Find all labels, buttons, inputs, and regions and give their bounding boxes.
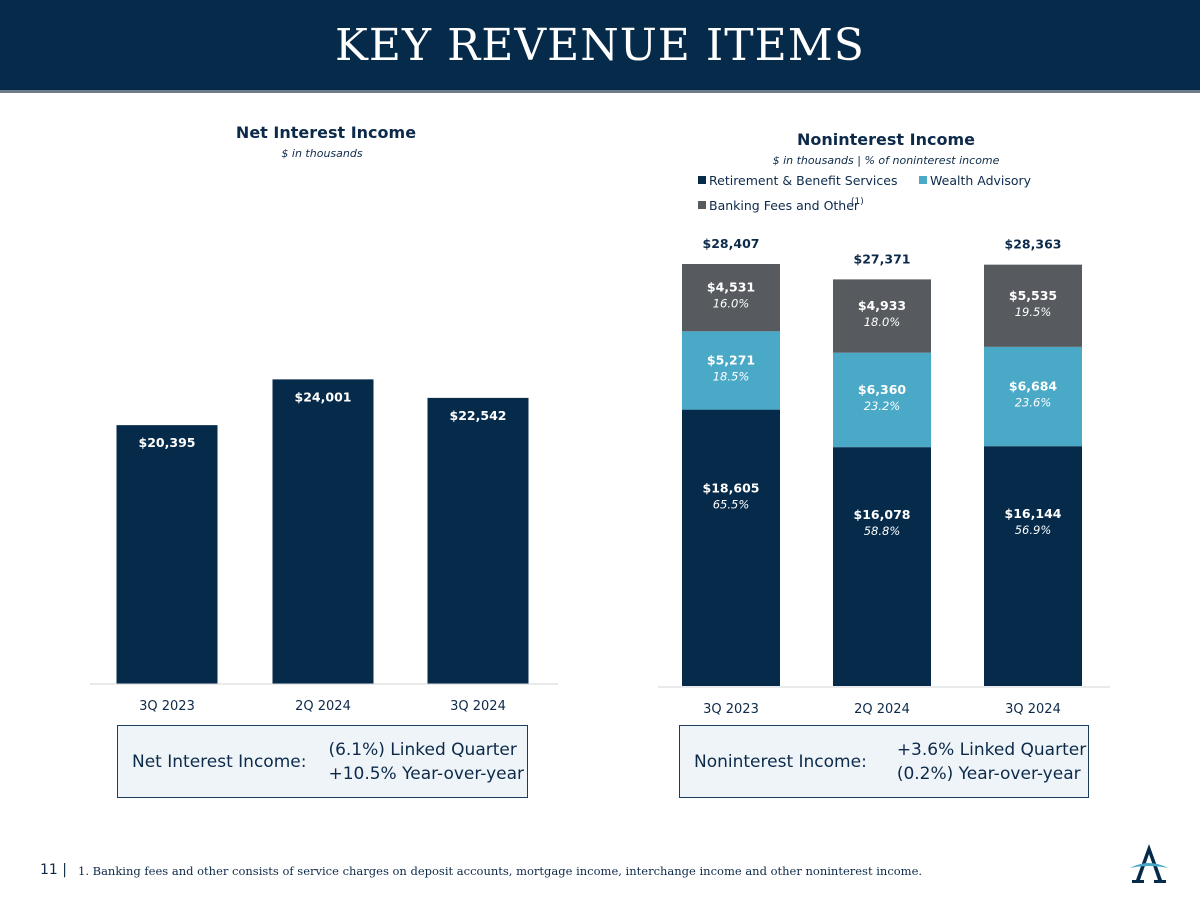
nii-summary-box: Net Interest Income: (6.1%) Linked Quart… [117, 725, 528, 798]
nii-bar-value-label: $24,001 [295, 389, 352, 404]
nonii-segment-value-label: $4,933 [858, 298, 906, 313]
nonii-summary-box: Noninterest Income: +3.6% Linked Quarter… [679, 725, 1089, 798]
nii-bar-value-label: $22,542 [450, 408, 507, 423]
nii-chart-title: Net Interest Income [236, 123, 416, 142]
nonii-chart-title: Noninterest Income [797, 130, 975, 149]
nonii-bar-segment [984, 264, 1082, 347]
net-interest-income-chart: Net Interest Income $ in thousands $20,395… [80, 110, 600, 720]
nonii-year-over-year: (0.2%) Year-over-year [896, 763, 1081, 784]
nonii-segment-pct-label: 65.5% [713, 498, 750, 512]
nii-linked-quarter: (6.1%) Linked Quarter [328, 739, 517, 760]
nonii-segment-pct-label: 18.5% [713, 369, 750, 383]
nonii-segment-value-label: $5,535 [1009, 288, 1057, 303]
nii-bar-value-label: $20,395 [139, 435, 196, 450]
nonii-segment-pct-label: 18.0% [864, 315, 901, 329]
nonii-chart-subtitle: $ in thousands | % of noninterest income [773, 154, 1000, 167]
nonii-x-tick-label: 3Q 2023 [703, 702, 759, 717]
nii-bar [272, 379, 374, 684]
nonii-bar-segment [833, 279, 931, 353]
nonii-segment-value-label: $4,531 [707, 280, 755, 295]
legend-swatch [698, 201, 706, 209]
nii-bar [427, 397, 529, 684]
nonii-total-label: $27,371 [854, 251, 911, 266]
nonii-segment-value-label: $6,360 [858, 382, 907, 397]
noninterest-income-chart-svg: Noninterest Income $ in thousands | % of … [658, 130, 1110, 717]
nii-x-tick-label: 3Q 2024 [450, 699, 506, 714]
nonii-linked-quarter: +3.6% Linked Quarter [896, 739, 1087, 760]
noninterest-income-chart: Noninterest Income $ in thousands | % of … [640, 115, 1130, 725]
nii-bar [116, 425, 218, 684]
header-divider [0, 90, 1200, 93]
legend-swatch [698, 176, 706, 184]
nonii-x-tick-label: 2Q 2024 [854, 702, 910, 717]
nonii-total-label: $28,363 [1005, 237, 1062, 252]
nonii-bar-segment [984, 346, 1082, 447]
nii-summary-values: (6.1%) Linked Quarter +10.5% Year-over-y… [328, 738, 524, 786]
nii-year-over-year: +10.5% Year-over-year [328, 763, 525, 784]
nonii-bar-segment [984, 446, 1082, 686]
nonii-total-label: $28,407 [703, 236, 760, 251]
slide-header: KEY REVENUE ITEMS [0, 0, 1200, 90]
page-number: 11 | [40, 862, 67, 878]
nonii-bar-segment [682, 331, 780, 410]
nonii-segment-pct-label: 19.5% [1015, 305, 1052, 319]
nonii-x-tick-label: 3Q 2024 [1005, 702, 1061, 717]
nonii-segment-pct-label: 23.6% [1015, 396, 1052, 410]
nonii-bar-segment [833, 352, 931, 448]
nonii-summary-label: Noninterest Income: [694, 751, 867, 772]
legend-footnote-marker: (1) [851, 197, 864, 207]
nonii-bar-segment [833, 447, 931, 686]
nonii-segment-pct-label: 58.8% [864, 524, 901, 538]
nonii-summary-values: +3.6% Linked Quarter (0.2%) Year-over-ye… [897, 738, 1086, 786]
net-interest-income-chart-svg: Net Interest Income $ in thousands $20,395… [90, 123, 558, 714]
nonii-segment-value-label: $5,271 [707, 352, 755, 367]
slide-title: KEY REVENUE ITEMS [335, 19, 865, 71]
nonii-bar-segment [682, 409, 780, 686]
nonii-segment-value-label: $18,605 [703, 481, 760, 496]
legend-swatch [919, 176, 927, 184]
nii-chart-subtitle: $ in thousands [281, 147, 362, 160]
legend-entry: Retirement & Benefit Services [709, 173, 897, 188]
nii-x-tick-label: 3Q 2023 [139, 699, 195, 714]
nonii-segment-pct-label: 56.9% [1015, 523, 1052, 537]
nonii-segment-pct-label: 16.0% [713, 297, 750, 311]
nii-summary-label: Net Interest Income: [132, 751, 307, 772]
nonii-bar-segment [682, 264, 780, 332]
nonii-segment-pct-label: 23.2% [864, 399, 901, 413]
company-logo-icon [1130, 844, 1168, 883]
legend-entry: Banking Fees and Other [709, 198, 860, 213]
nii-x-tick-label: 2Q 2024 [295, 699, 351, 714]
legend-entry: Wealth Advisory [930, 173, 1032, 188]
nonii-segment-value-label: $16,078 [854, 507, 911, 522]
footnote: 1. Banking fees and other consists of se… [78, 864, 923, 878]
nonii-segment-value-label: $16,144 [1005, 506, 1062, 521]
nonii-segment-value-label: $6,684 [1009, 379, 1058, 394]
